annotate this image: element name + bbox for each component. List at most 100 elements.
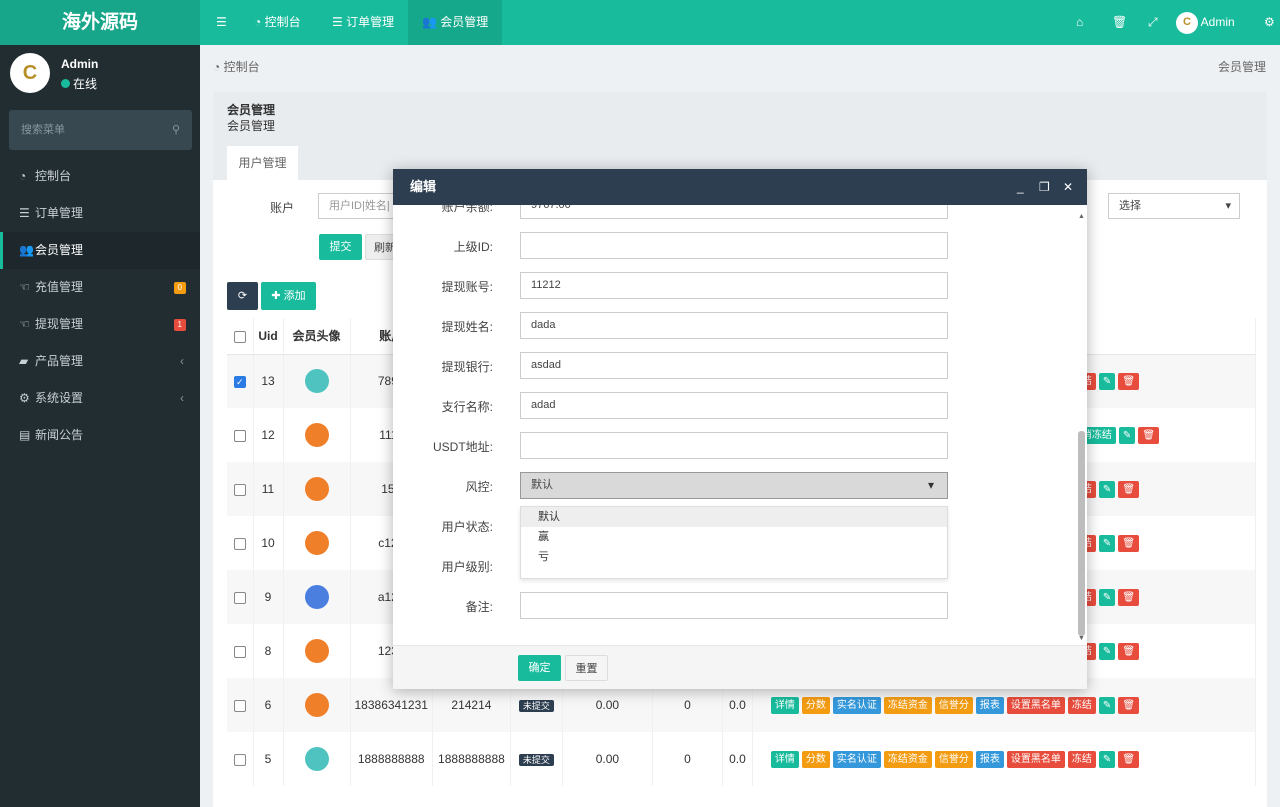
sidebar-item-label: 新闻公告 [35, 428, 84, 442]
delete-icon[interactable]: 🗑 [1118, 480, 1140, 498]
logo[interactable]: 海外源码 [0, 0, 200, 45]
fullscreen-icon[interactable]: ⤢ [1148, 15, 1158, 29]
delete-icon[interactable]: 🗑 [1118, 750, 1140, 768]
page-subtitle: 会员管理 [227, 119, 276, 133]
edit-icon[interactable]: ✎ [1098, 588, 1116, 606]
user-menu[interactable]: C Admin [1170, 0, 1241, 45]
dropdown-option[interactable]: 默认 [521, 507, 947, 527]
dropdown-option[interactable]: 赢 [538, 531, 549, 543]
row-checkbox[interactable] [227, 462, 254, 516]
dropdown-option[interactable]: 亏 [538, 551, 549, 563]
field-label: 用户状态: [441, 520, 493, 534]
edit-icon[interactable]: ✎ [1098, 480, 1116, 498]
trash-icon[interactable]: 🗑 [1112, 15, 1128, 29]
sidebar-item-7[interactable]: ▤ 新闻公告 [0, 417, 200, 454]
sidebar-item-6[interactable]: ⚙ 系统设置 ‹ [0, 380, 200, 417]
action-button-1[interactable]: 分数 [801, 696, 830, 714]
sidebar-item-3[interactable]: ☜ 充值管理 0 [0, 269, 200, 306]
row-checkbox[interactable] [227, 570, 254, 624]
field-input-3[interactable]: dada [520, 312, 948, 339]
action-button-2[interactable]: 实名认证 [832, 696, 881, 714]
row-checkbox[interactable]: ✓ [227, 354, 254, 408]
sidebar-item-label: 控制台 [35, 169, 72, 183]
sidebar-item-0[interactable]: ◔ 控制台 [0, 158, 200, 195]
sidebar-item-5[interactable]: ▰ 产品管理 ‹ [0, 343, 200, 380]
action-button-0[interactable]: 详情 [770, 696, 799, 714]
reset-button[interactable]: 重置 [565, 655, 608, 681]
edit-icon[interactable]: ✎ [1098, 534, 1116, 552]
field-input-1[interactable] [520, 232, 948, 259]
menu-search-input[interactable]: 搜索菜单 ⚲ [9, 110, 192, 150]
avatar-cell [283, 624, 351, 678]
field-input-2[interactable]: 11212 [520, 272, 948, 299]
action-button-2[interactable]: 实名认证 [832, 750, 881, 768]
action-button-6[interactable]: 设置黑名单 [1006, 750, 1065, 768]
add-button[interactable]: ✚ 添加 [261, 282, 316, 310]
list-icon: ☰ [19, 206, 30, 220]
modal-scrollbar[interactable]: ▲ ▼ [1078, 213, 1085, 642]
field-input-10[interactable] [520, 592, 948, 619]
field-input-4[interactable]: asdad [520, 352, 948, 379]
action-button-4[interactable]: 信誉分 [934, 696, 973, 714]
delete-icon[interactable]: 🗑 [1138, 426, 1160, 444]
nav-tab-orders[interactable]: ☰ 订单管理 [332, 15, 395, 29]
delete-icon[interactable]: 🗑 [1118, 372, 1140, 390]
action-button-4[interactable]: 信誉分 [934, 750, 973, 768]
filter-select[interactable]: 选择 ▾ [1108, 193, 1240, 219]
edit-icon[interactable]: ✎ [1098, 642, 1116, 660]
edit-icon[interactable]: ✎ [1098, 372, 1116, 390]
breadcrumb[interactable]: ◔ 控制台 [213, 60, 260, 74]
search-icon[interactable]: ⚲ [171, 124, 180, 136]
action-button-6[interactable]: 设置黑名单 [1006, 696, 1065, 714]
edit-icon[interactable]: ✎ [1098, 750, 1116, 768]
field-input-7[interactable]: 默认 [520, 472, 948, 499]
row-checkbox[interactable] [227, 732, 254, 786]
avatar-cell [283, 354, 351, 408]
action-button-3[interactable]: 冻结资金 [883, 696, 932, 714]
freeze-button[interactable]: 冻结 [1067, 696, 1096, 714]
edit-icon[interactable]: ✎ [1098, 696, 1116, 714]
field-input-0[interactable]: 9767.00 [520, 205, 948, 219]
sidebar-item-4[interactable]: ☜ 提现管理 1 [0, 306, 200, 343]
delete-icon[interactable]: 🗑 [1118, 696, 1140, 714]
uid-cell: 11 [253, 462, 284, 516]
action-button-5[interactable]: 报表 [975, 696, 1004, 714]
scrollbar-thumb[interactable] [1078, 431, 1085, 636]
action-button-1[interactable]: 分数 [801, 750, 830, 768]
freeze-button[interactable]: 冻结 [1067, 750, 1096, 768]
submit-button[interactable]: 提交 [319, 234, 362, 260]
uid-cell: 9 [253, 570, 284, 624]
action-button-3[interactable]: 冻结资金 [883, 750, 932, 768]
field-input-6[interactable] [520, 432, 948, 459]
status-cell: 未提交 [510, 732, 563, 786]
sidebar-item-2[interactable]: 👥会员管理 [0, 232, 200, 269]
account-cell: 18386341231 [350, 678, 433, 732]
delete-icon[interactable]: 🗑 [1118, 642, 1140, 660]
row-checkbox[interactable] [227, 516, 254, 570]
nav-tab-members[interactable]: 👥 会员管理 [408, 0, 503, 45]
row-checkbox[interactable] [227, 408, 254, 462]
home-icon[interactable]: ⌂ [1076, 15, 1084, 29]
sidebar-toggle-button[interactable]: ☰ [216, 15, 227, 29]
sidebar-item-1[interactable]: ☰ 订单管理 [0, 195, 200, 232]
nav-tab-dashboard[interactable]: ◔ 控制台 [254, 15, 301, 29]
close-icon[interactable]: ✕ [1063, 180, 1074, 194]
edit-icon[interactable]: ✎ [1118, 426, 1136, 444]
page-title: 会员管理 [227, 103, 276, 117]
action-button-0[interactable]: 详情 [770, 750, 799, 768]
maximize-icon[interactable]: ❐ [1039, 180, 1050, 194]
action-button-5[interactable]: 报表 [975, 750, 1004, 768]
reload-icon[interactable]: ⟳ [227, 282, 258, 310]
delete-icon[interactable]: 🗑 [1118, 588, 1140, 606]
select-all-checkbox[interactable] [227, 318, 254, 355]
minimize-icon[interactable]: _ [1017, 180, 1024, 194]
tab-user-management[interactable]: 用户管理 [227, 146, 298, 180]
row-checkbox[interactable] [227, 624, 254, 678]
confirm-button[interactable]: 确定 [518, 655, 561, 681]
row-checkbox[interactable] [227, 678, 254, 732]
user-status: 在线 [61, 75, 97, 92]
delete-icon[interactable]: 🗑 [1118, 534, 1140, 552]
avatar-cell [283, 732, 351, 786]
gear-icon[interactable]: ⚙ [1264, 15, 1275, 29]
field-input-5[interactable]: adad [520, 392, 948, 419]
